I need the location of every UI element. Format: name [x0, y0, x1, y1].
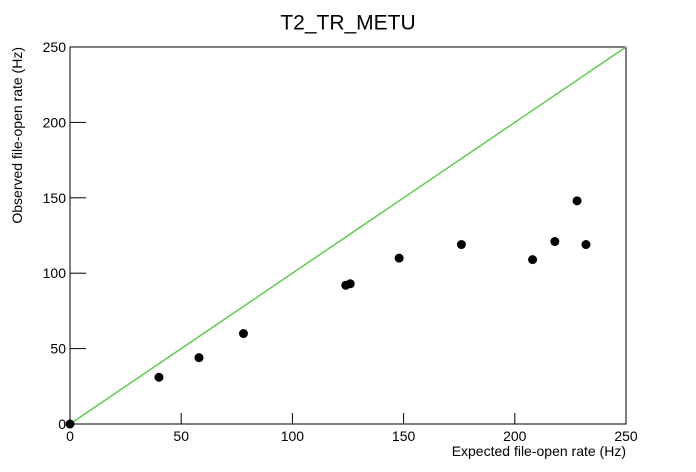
- x-tick-label: 0: [66, 428, 74, 444]
- data-point: [550, 237, 560, 247]
- chart-title: T2_TR_METU: [280, 12, 415, 35]
- data-point: [528, 255, 538, 265]
- x-tick-label: 200: [503, 428, 527, 444]
- data-point: [394, 253, 404, 263]
- y-axis-title: Observed file-open rate (Hz): [9, 47, 25, 224]
- x-tick-label: 250: [614, 428, 638, 444]
- y-tick-label: 50: [50, 341, 66, 357]
- y-tick-label: 250: [43, 39, 67, 55]
- y-tick-label: 0: [58, 416, 66, 432]
- data-point: [65, 419, 75, 429]
- data-point: [581, 240, 591, 250]
- data-point: [238, 329, 248, 339]
- x-tick-label: 100: [281, 428, 305, 444]
- data-point: [456, 240, 466, 250]
- x-axis-title: Expected file-open rate (Hz): [452, 443, 626, 459]
- y-tick-label: 100: [43, 265, 67, 281]
- data-point: [154, 372, 164, 382]
- x-tick-label: 50: [173, 428, 189, 444]
- reference-line: [69, 46, 627, 425]
- data-point: [572, 196, 582, 206]
- data-point: [345, 279, 355, 289]
- x-tick-label: 150: [392, 428, 416, 444]
- plot-frame: [69, 46, 627, 425]
- data-point: [194, 353, 204, 363]
- y-tick-label: 150: [43, 190, 67, 206]
- y-tick-label: 200: [43, 114, 67, 130]
